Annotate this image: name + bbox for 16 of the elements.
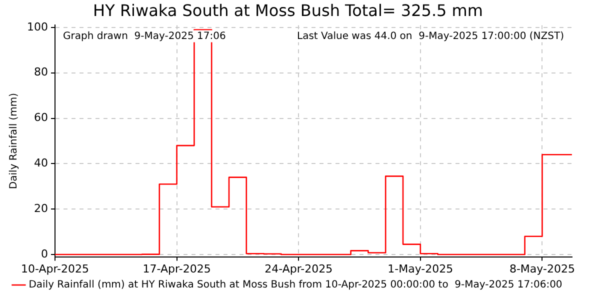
- x-tick-label: 24-Apr-2025: [264, 262, 333, 276]
- y-tick-label: 80: [34, 66, 48, 79]
- legend-label: Daily Rainfall (mm) at HY Riwaka South at Moss Bush from 10-Apr-2025 00:00:00 to 9-May-2025 17:06:00: [28, 280, 562, 291]
- x-tick-label: 1-May-2025: [388, 262, 454, 276]
- y-tick-label: 60: [34, 111, 48, 124]
- y-axis-title: Daily Rainfall (mm): [8, 92, 20, 190]
- x-tick-label: 10-Apr-2025: [20, 262, 90, 276]
- chart-title: HY Riwaka South at Moss Bush Total= 325.5 mm: [93, 0, 483, 20]
- annotation: Last Value was 44.0 on 9-May-2025 17:00:00 (NZST): [297, 30, 564, 42]
- y-tick-label: 20: [34, 202, 48, 215]
- y-tick-label: 100: [26, 20, 48, 34]
- y-tick-label: 40: [34, 156, 48, 170]
- x-tick-label: 17-Apr-2025: [142, 262, 211, 276]
- y-tick-label: 0: [40, 247, 48, 260]
- annotation: Graph drawn 9-May-2025 17:06: [62, 30, 226, 42]
- x-tick-label: 8-May-2025: [509, 262, 575, 276]
